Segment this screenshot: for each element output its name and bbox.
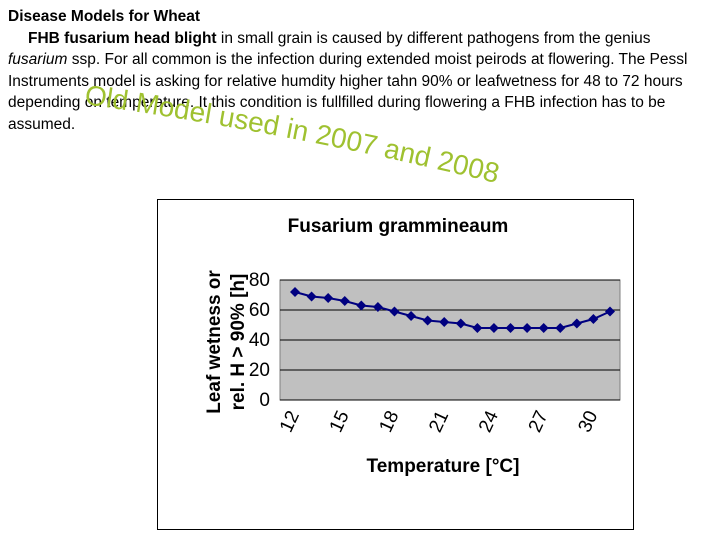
data-point — [505, 323, 516, 333]
x-tick-label: 30 — [574, 408, 602, 436]
y-tick-label: 80 — [249, 270, 270, 291]
x-axis-label: Temperature [°C] — [367, 456, 520, 477]
y-tick-label: 60 — [249, 300, 270, 321]
x-tick-label: 18 — [376, 408, 404, 436]
gridlines — [280, 279, 620, 401]
chart-title: Fusarium grammineaum — [288, 216, 509, 237]
data-point — [389, 306, 400, 317]
data-point — [323, 293, 334, 303]
data-point — [306, 291, 317, 302]
slide-heading: Disease Models for Wheat — [8, 8, 201, 25]
data-point — [406, 311, 417, 321]
paragraph-text-1: in small grain is caused by different pa… — [216, 29, 651, 47]
series-group — [290, 287, 615, 333]
data-point — [290, 287, 300, 297]
data-point — [372, 302, 383, 312]
y-tick-labels: 0 20 40 60 80 — [249, 270, 270, 411]
data-point — [555, 323, 566, 333]
x-tick-label: 12 — [276, 408, 304, 436]
x-tick-label: 27 — [525, 408, 553, 436]
data-point — [356, 300, 367, 311]
data-point — [571, 318, 582, 329]
data-point — [339, 296, 350, 306]
y-tick-label: 40 — [249, 330, 270, 351]
x-tick-label: 24 — [475, 407, 503, 435]
chart-frame: 0 20 40 60 80 12 15 18 21 24 27 30 Fusarium grammi… — [157, 199, 634, 530]
x-tick-label: 15 — [326, 408, 354, 436]
y-tick-label: 20 — [249, 360, 270, 381]
data-point — [605, 306, 615, 317]
x-tick-labels: 12 15 18 21 24 27 30 — [276, 407, 602, 435]
y-axis-label: Leaf wetness or rel. H > 90% [h] — [204, 270, 249, 414]
fusarium-italic: fusarium — [8, 51, 68, 68]
y-axis-label-line-1: Leaf wetness or — [204, 270, 225, 414]
chart: 0 20 40 60 80 12 15 18 21 24 27 30 Fusarium grammi… — [204, 216, 621, 477]
data-point — [439, 317, 450, 327]
data-point — [522, 323, 533, 333]
data-point — [588, 314, 599, 324]
slide-text: Disease Models for Wheat FHB fusarium he… — [8, 6, 714, 135]
x-tick-label: 21 — [425, 408, 453, 436]
data-point — [422, 315, 433, 326]
fhb-title: FHB fusarium head blight — [28, 29, 217, 47]
data-point — [488, 323, 499, 333]
paragraph-text-2: ssp. For all common is the infection dur… — [8, 51, 688, 133]
data-point — [472, 323, 483, 333]
data-point — [455, 318, 466, 329]
data-point — [538, 323, 549, 333]
y-tick-label: 0 — [259, 390, 270, 411]
y-axis-label-line-2: rel. H > 90% [h] — [228, 274, 249, 411]
